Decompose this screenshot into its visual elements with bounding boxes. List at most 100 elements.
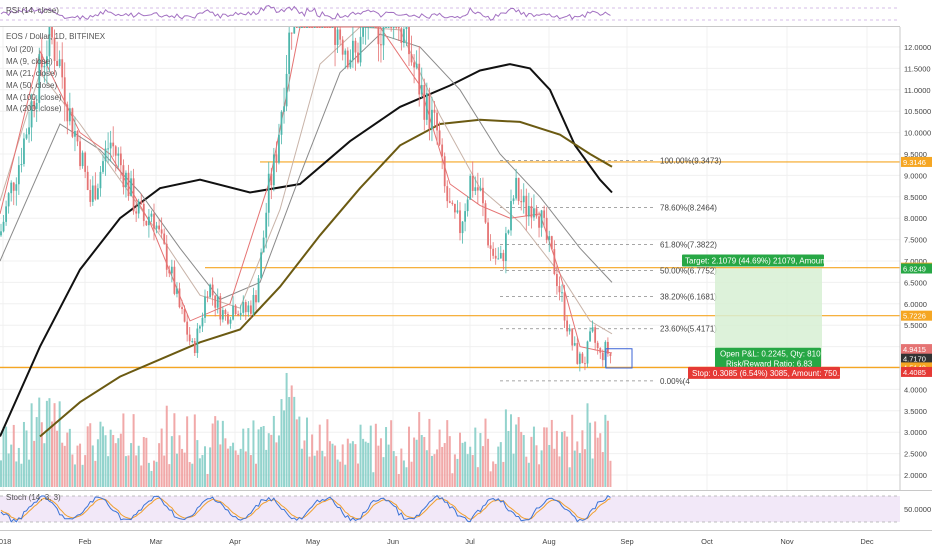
fib-level-label: 23.60%(5.4171) (660, 325, 717, 334)
target-zone (715, 268, 822, 359)
volume-bar (140, 465, 143, 487)
candle-body (25, 134, 28, 139)
volume-bar (12, 424, 15, 487)
volume-bar (10, 444, 13, 487)
volume-bar (311, 434, 314, 487)
candle-body (257, 278, 260, 303)
price-badge (901, 263, 932, 274)
volume-bar (604, 414, 607, 487)
candle-body (599, 348, 602, 353)
candle-body (5, 206, 7, 222)
moving-average-line (0, 63, 613, 437)
fib-level-label: 38.20%(6.1681) (660, 293, 717, 302)
volume-bar (423, 437, 426, 487)
volume-bar (173, 413, 176, 487)
volume-bar (239, 448, 242, 487)
open-pnl-box (715, 347, 821, 370)
candle-body (117, 153, 120, 156)
stoch-label: Stoch (14, 3, 3) (6, 493, 61, 502)
volume-bar (275, 442, 278, 487)
volume-bar (168, 464, 171, 487)
price-tick-label: 4.0000 (904, 385, 927, 394)
volume-bar (186, 416, 189, 487)
volume-bar (124, 456, 127, 487)
candle-body (188, 334, 191, 342)
candle-body (492, 248, 495, 256)
volume-bar (198, 458, 201, 487)
stoch-k-line (0, 494, 611, 523)
volume-bar (150, 470, 153, 487)
price-badges: 9.31466.84466.82495.72264.94154.71704.51… (901, 156, 932, 377)
candle-body (158, 225, 160, 230)
candle-body (418, 63, 421, 95)
volume-bar (512, 453, 515, 487)
volume-bar (288, 397, 291, 487)
volume-bar (130, 443, 133, 487)
candle-body (558, 286, 561, 293)
candle-body (298, 27, 301, 28)
candle-body (99, 171, 102, 189)
volume-bar (346, 438, 349, 487)
candle-body (199, 326, 201, 329)
candle-body (301, 27, 303, 28)
volume-bar (326, 419, 329, 487)
volume-bar (601, 452, 604, 487)
target-label-box (682, 254, 824, 267)
volume-bar (33, 440, 36, 487)
volume-bar (308, 456, 311, 487)
candle-body (446, 186, 449, 202)
fib-level-label: 100.00%(9.3473) (660, 157, 722, 166)
candle-body (507, 230, 510, 234)
candle-body (456, 210, 459, 213)
candle-body (395, 27, 398, 28)
candle-body (247, 305, 250, 313)
stoch-panel: Stoch (14, 3, 3) 50.0000 (0, 490, 932, 531)
candle-body (91, 185, 94, 202)
candle-body (94, 185, 97, 200)
candle-body (334, 27, 336, 45)
candle-body (556, 274, 558, 287)
candle-body (181, 307, 183, 310)
volume-bar (237, 454, 240, 487)
legend-ma200: MA (200, close) (6, 104, 62, 113)
volume-bar (175, 453, 178, 487)
volume-bar (244, 451, 247, 487)
volume-bar (502, 461, 505, 487)
candle-body (581, 353, 584, 364)
volume-bar (545, 427, 548, 487)
candle-body (339, 29, 342, 40)
candle-body (415, 63, 418, 68)
volume-bar (94, 460, 97, 487)
time-tick-label: Feb (79, 537, 92, 546)
volume-bar (408, 426, 410, 487)
candle-body (369, 27, 372, 28)
volume-bar (91, 445, 94, 487)
volume-bar (479, 433, 482, 487)
candle-body (364, 27, 367, 28)
volume-bar (86, 426, 89, 487)
long-position-tool[interactable]: Target: 2.1079 (44.69%) 21079, Amount: 2… (682, 254, 856, 379)
volume-bar (456, 458, 459, 487)
volume-bar (558, 456, 561, 487)
candle-body (489, 245, 492, 249)
candle-body (293, 27, 296, 34)
volume-bar (433, 454, 436, 487)
target-label: Target: 2.1079 (44.69%) 21079, Amount: 2… (685, 256, 856, 265)
candle-body (316, 27, 319, 28)
candle-body (563, 292, 566, 321)
volume-bar (436, 449, 439, 487)
price-badge-label: 5.7226 (903, 312, 926, 321)
candle-body (214, 295, 217, 308)
volume-bar (374, 423, 377, 487)
volume-bar (321, 450, 324, 487)
candle-body (265, 212, 268, 238)
volume-bar (232, 442, 235, 487)
candle-body (362, 27, 364, 37)
candle-body (466, 199, 469, 212)
volume-bar (119, 433, 122, 487)
volume-bar (76, 445, 79, 487)
selection-box[interactable] (605, 348, 633, 369)
candle-body (607, 341, 609, 354)
candle-body (594, 327, 597, 343)
candle-body (576, 343, 579, 364)
